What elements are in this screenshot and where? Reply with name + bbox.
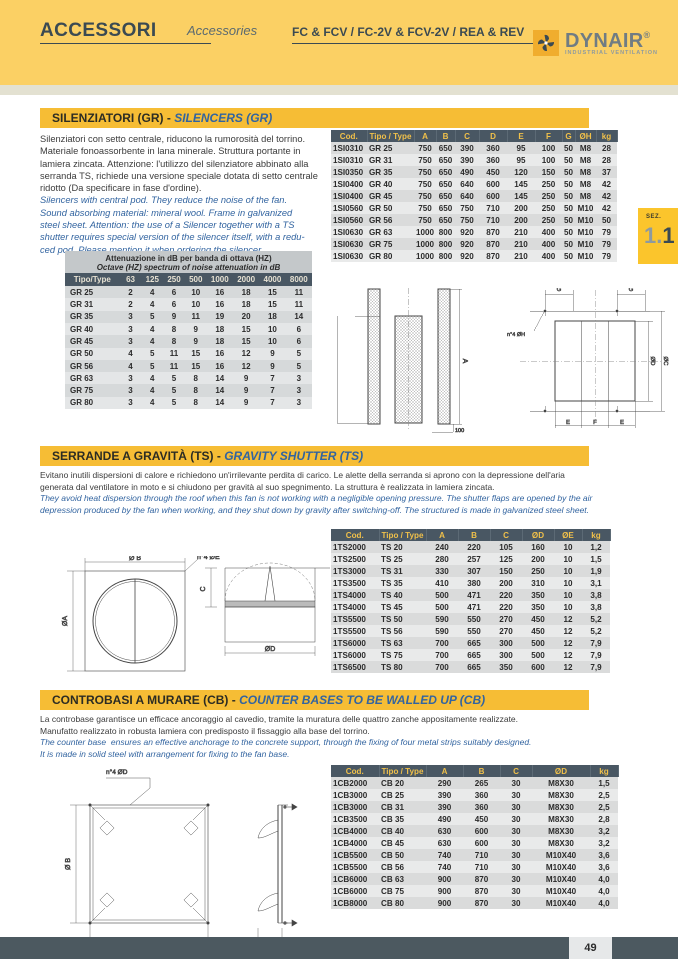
svg-text:100: 100 — [455, 428, 464, 433]
svg-text:n°4 ØH: n°4 ØH — [507, 332, 525, 338]
svg-text:Ø B: Ø B — [129, 556, 141, 562]
svg-text:E: E — [566, 419, 570, 426]
svg-text:ØD: ØD — [265, 645, 276, 653]
svg-text:C: C — [200, 586, 207, 591]
svg-text:A: A — [461, 359, 468, 364]
svg-text:G: G — [557, 288, 562, 293]
svg-text:E: E — [620, 419, 624, 426]
svg-text:ØD: ØD — [649, 357, 656, 367]
svg-text:F: F — [593, 419, 597, 426]
svg-text:ØA: ØA — [61, 616, 69, 626]
svg-text:G: G — [629, 288, 634, 293]
svg-text:ØC: ØC — [662, 357, 669, 367]
svg-text:n°4 ØE: n°4 ØE — [197, 556, 220, 561]
svg-text:Ø B: Ø B — [64, 858, 72, 870]
svg-text:n°4 ØD: n°4 ØD — [106, 769, 128, 776]
